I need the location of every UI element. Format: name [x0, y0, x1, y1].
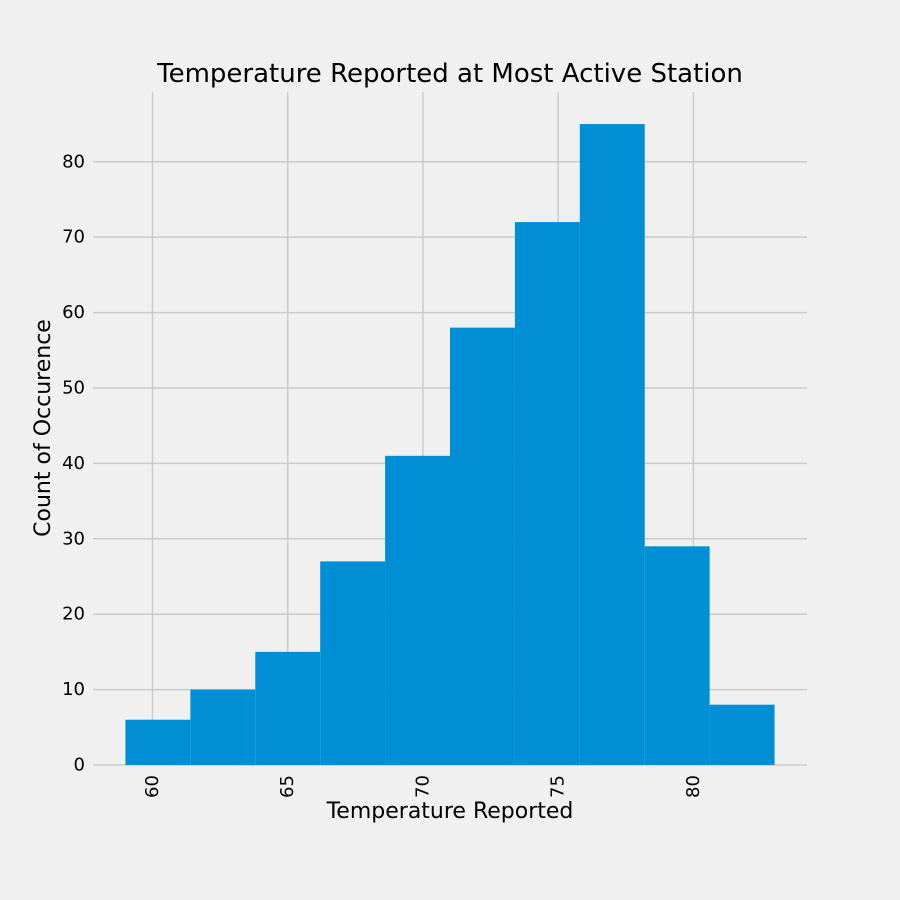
y-tick-label-0: 0	[74, 755, 85, 776]
y-tick-label-2: 20	[62, 604, 85, 625]
y-tick-label-6: 60	[62, 302, 85, 323]
histogram-bar-0	[125, 719, 191, 765]
x-tick-labels: 60 65 70 75 80	[142, 775, 704, 798]
x-tick-label-3: 75	[548, 775, 569, 798]
histogram-bar-4	[385, 455, 450, 765]
x-tick-label-4: 80	[683, 775, 704, 798]
histogram-bar-6	[514, 222, 580, 766]
x-axis-label: Temperature Reported	[326, 799, 574, 824]
histogram-bar-1	[190, 689, 256, 765]
x-tick-label-1: 65	[277, 775, 298, 798]
histogram-bar-9	[709, 704, 775, 765]
y-tick-label-4: 40	[62, 453, 85, 474]
y-tick-label-8: 80	[62, 151, 85, 172]
y-tick-label-5: 50	[62, 377, 85, 398]
x-tick-label-2: 70	[412, 775, 433, 798]
histogram-bar-5	[450, 327, 515, 765]
chart-title: Temperature Reported at Most Active Stat…	[156, 59, 743, 89]
x-tick-label-0: 60	[142, 775, 163, 798]
histogram-bar-8	[644, 546, 710, 765]
bars-layer	[125, 124, 775, 766]
y-tick-label-7: 70	[62, 227, 85, 248]
histogram-bar-2	[255, 651, 321, 765]
histogram-bar-3	[320, 561, 386, 765]
histogram-bar-7	[579, 124, 645, 766]
y-axis-label: Count of Occurence	[31, 319, 56, 537]
y-tick-labels: 0 10 20 30 40 50 60 70 80	[62, 151, 85, 775]
y-tick-label-1: 10	[62, 679, 85, 700]
y-tick-label-3: 30	[62, 528, 85, 549]
